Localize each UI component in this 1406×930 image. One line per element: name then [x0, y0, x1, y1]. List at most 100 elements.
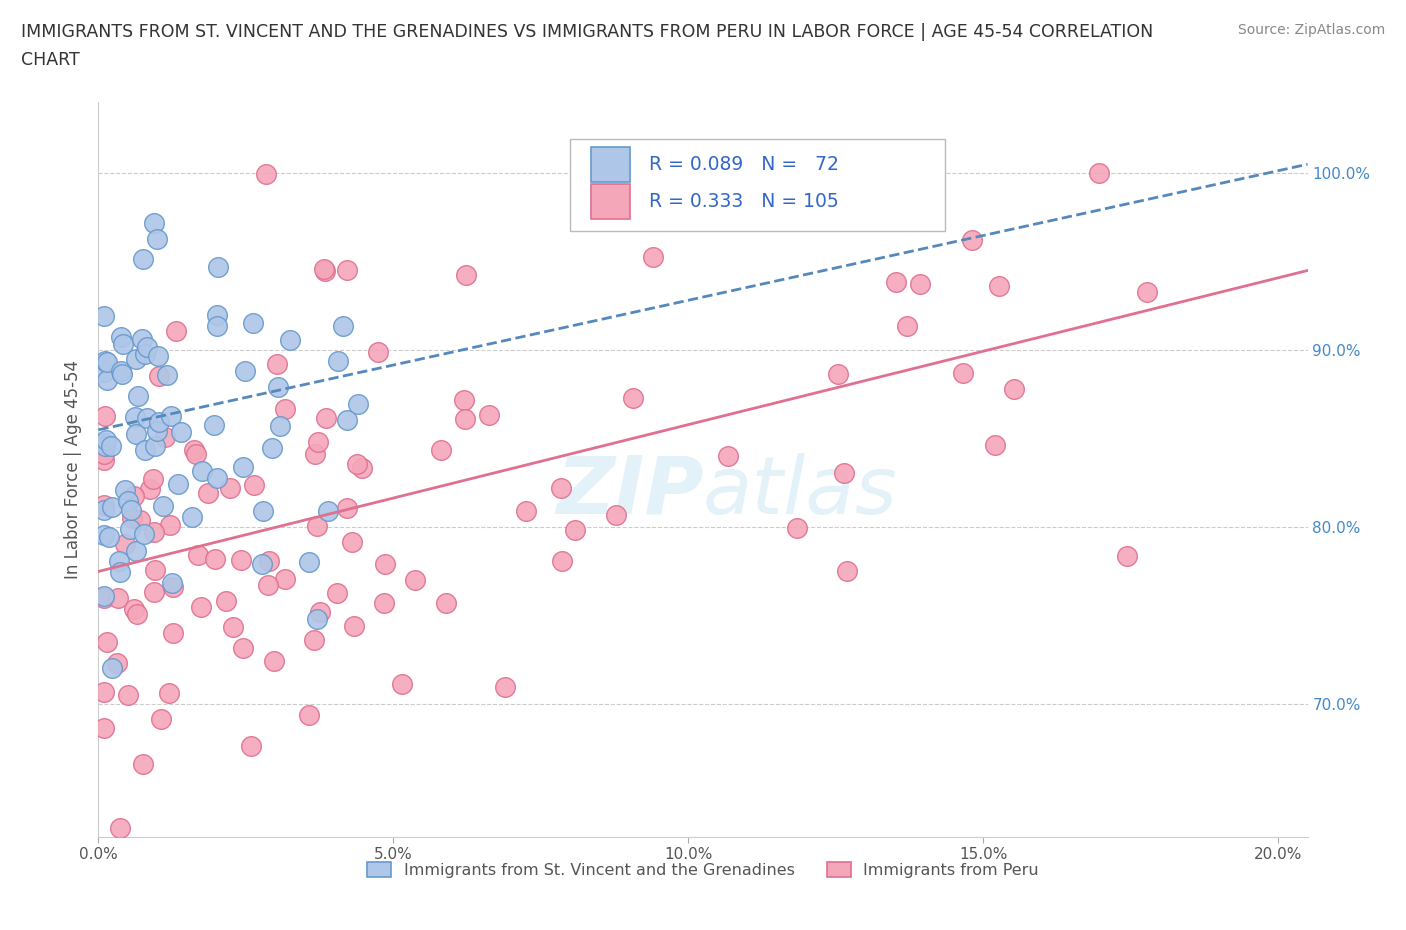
Point	[515, 503, 537, 518]
Point	[142, 585, 165, 600]
Point	[202, 418, 225, 432]
Point	[125, 607, 148, 622]
Point	[346, 397, 368, 412]
Point	[142, 472, 165, 487]
Point	[132, 757, 155, 772]
Point	[274, 402, 297, 417]
Point	[107, 591, 129, 606]
Point	[832, 465, 855, 480]
Point	[156, 367, 179, 382]
Point	[643, 250, 665, 265]
Point	[332, 318, 354, 333]
Point	[336, 412, 359, 427]
Point	[952, 365, 974, 380]
Point	[250, 557, 273, 572]
Point	[107, 656, 129, 671]
Point	[148, 415, 170, 430]
Point	[1087, 166, 1109, 180]
Point	[146, 424, 169, 439]
Point	[125, 352, 148, 366]
Point	[621, 391, 644, 405]
Point	[254, 166, 277, 181]
Point	[98, 530, 121, 545]
Point	[132, 526, 155, 541]
Bar	[591, 184, 630, 219]
Point	[124, 602, 146, 617]
Point	[184, 446, 207, 461]
Point	[232, 640, 254, 655]
Point	[835, 563, 858, 578]
Text: ZIP: ZIP	[555, 453, 703, 531]
Point	[93, 589, 115, 604]
Point	[167, 477, 190, 492]
Point	[134, 347, 156, 362]
Point	[93, 453, 115, 468]
Point	[231, 553, 253, 568]
Point	[304, 447, 326, 462]
Text: Source: ZipAtlas.com: Source: ZipAtlas.com	[1237, 23, 1385, 37]
Point	[111, 337, 134, 352]
Point	[101, 499, 124, 514]
Point	[94, 439, 117, 454]
Point	[494, 679, 516, 694]
Point	[93, 498, 115, 512]
Point	[120, 522, 142, 537]
Point	[205, 471, 228, 485]
Point	[305, 611, 328, 626]
Point	[94, 432, 117, 447]
Point	[429, 443, 451, 458]
Point	[962, 232, 984, 247]
Point	[132, 252, 155, 267]
Point	[720, 166, 742, 180]
Point	[298, 707, 321, 722]
Point	[352, 460, 374, 475]
Point	[314, 263, 336, 278]
Point	[391, 676, 413, 691]
Point	[326, 353, 349, 368]
Point	[232, 459, 254, 474]
Point	[218, 481, 240, 496]
Point	[257, 553, 280, 568]
Point	[340, 535, 363, 550]
Point	[136, 339, 159, 354]
Point	[242, 315, 264, 330]
Point	[142, 216, 165, 231]
Point	[117, 494, 139, 509]
Point	[278, 333, 301, 348]
Point	[298, 554, 321, 569]
Point	[908, 276, 931, 291]
Point	[143, 563, 166, 578]
Point	[125, 544, 148, 559]
Point	[886, 274, 908, 289]
Point	[266, 379, 288, 394]
Point	[207, 259, 229, 274]
Point	[96, 635, 118, 650]
Point	[233, 363, 256, 378]
Point	[336, 262, 359, 277]
Point	[134, 442, 156, 457]
Point	[108, 820, 131, 835]
Point	[1115, 549, 1137, 564]
Point	[564, 523, 586, 538]
Point	[205, 318, 228, 333]
Point	[316, 503, 339, 518]
Text: R = 0.333   N = 105: R = 0.333 N = 105	[648, 192, 838, 211]
Point	[197, 485, 219, 500]
Point	[478, 407, 501, 422]
Point	[120, 503, 142, 518]
Point	[100, 439, 122, 454]
Point	[181, 510, 204, 525]
Point	[114, 483, 136, 498]
Legend: Immigrants from St. Vincent and the Grenadines, Immigrants from Peru: Immigrants from St. Vincent and the Gren…	[361, 856, 1045, 884]
Point	[307, 435, 329, 450]
Point	[336, 501, 359, 516]
Point	[152, 498, 174, 513]
Point	[605, 508, 627, 523]
Point	[260, 441, 283, 456]
Text: atlas: atlas	[703, 453, 898, 531]
Point	[186, 548, 208, 563]
Point	[308, 604, 330, 619]
Point	[160, 576, 183, 591]
Bar	[591, 147, 630, 182]
Point	[93, 446, 115, 461]
